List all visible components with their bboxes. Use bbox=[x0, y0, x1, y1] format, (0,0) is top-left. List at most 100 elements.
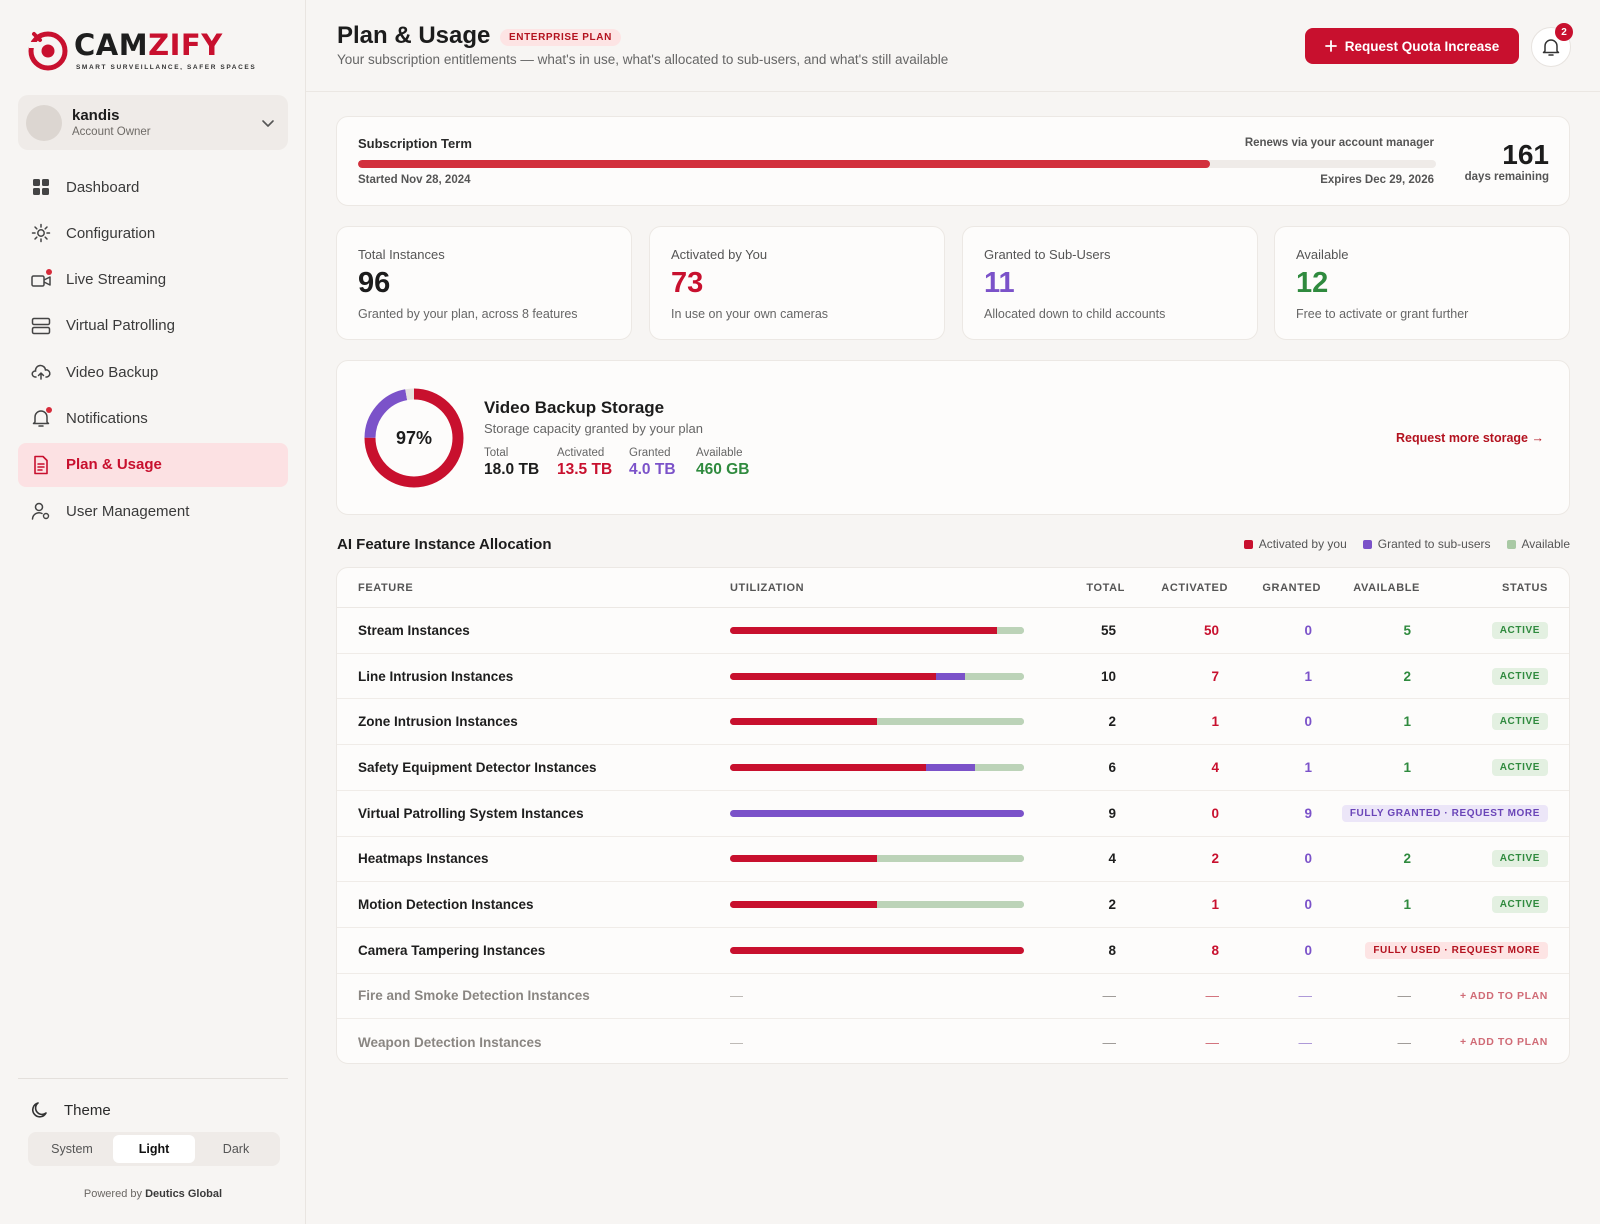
notification-count-badge: 2 bbox=[1555, 23, 1573, 41]
status-cell: ACTIVE bbox=[1491, 837, 1548, 882]
video-backup-storage-card: 97% Video Backup Storage Storage capacit… bbox=[336, 360, 1570, 515]
column-header-utilization[interactable]: UTILIZATION bbox=[730, 582, 805, 594]
camera-eye-logo-icon bbox=[28, 31, 68, 71]
column-header-total[interactable]: TOTAL bbox=[1086, 582, 1125, 594]
add-to-plan-link[interactable]: + ADD TO PLAN bbox=[1459, 989, 1548, 1002]
sidebar-item-video-backup[interactable]: Video Backup bbox=[18, 350, 288, 394]
bell-icon bbox=[1542, 39, 1560, 56]
utilization-cell bbox=[730, 882, 1024, 927]
total-value: 8 bbox=[1108, 942, 1116, 958]
sidebar-item-virtual-patrolling[interactable]: Virtual Patrolling bbox=[18, 304, 288, 348]
table-row[interactable]: Virtual Patrolling System Instances 9 0 … bbox=[337, 791, 1569, 837]
status-badge: ACTIVE bbox=[1491, 667, 1548, 685]
stat-value: 12 bbox=[1296, 267, 1329, 299]
page-title: Plan & Usage bbox=[337, 22, 491, 49]
theme-option-dark[interactable]: Dark bbox=[222, 1142, 250, 1156]
column-header-granted[interactable]: GRANTED bbox=[1262, 582, 1321, 594]
utilization-cell bbox=[730, 608, 1024, 653]
status-badge: FULLY GRANTED · REQUEST MORE bbox=[1341, 804, 1548, 822]
status-cell: FULLY USED · REQUEST MORE bbox=[1365, 928, 1548, 973]
sidebar-item-configuration[interactable]: Configuration bbox=[18, 211, 288, 255]
table-row[interactable]: Stream Instances 55 50 0 5 ACTIVE bbox=[337, 608, 1569, 654]
subscription-progress-track bbox=[358, 160, 1436, 168]
available-value: — bbox=[1397, 988, 1412, 1004]
activated-value: 0 bbox=[1211, 805, 1219, 821]
utilization-granted-segment bbox=[935, 672, 966, 680]
status-cell: FULLY GRANTED · REQUEST MORE bbox=[1341, 791, 1548, 836]
plus-icon bbox=[1324, 40, 1337, 52]
table-row[interactable]: Heatmaps Instances 4 2 0 2 ACTIVE bbox=[337, 837, 1569, 883]
status-cell: + ADD TO PLAN bbox=[1459, 1019, 1548, 1063]
utilization-granted-segment bbox=[926, 763, 975, 771]
utilization-available-segment bbox=[877, 718, 1024, 726]
utilization-bar bbox=[730, 809, 1024, 817]
utilization-activated-segment bbox=[730, 718, 877, 726]
stat-description: Free to activate or grant further bbox=[1296, 307, 1469, 321]
add-to-plan-link[interactable]: + ADD TO PLAN bbox=[1459, 1036, 1548, 1049]
account-switcher[interactable]: kandis Account Owner bbox=[18, 95, 288, 150]
sidebar-item-notifications[interactable]: Notifications bbox=[18, 396, 288, 440]
available-value: 5 bbox=[1403, 622, 1411, 638]
table-row[interactable]: Weapon Detection Instances — — — — — + A… bbox=[337, 1019, 1569, 1063]
utilization-cell: — bbox=[730, 1019, 1024, 1063]
table-row[interactable]: Line Intrusion Instances 10 7 1 2 ACTIVE bbox=[337, 654, 1569, 700]
stat-description: Allocated down to child accounts bbox=[984, 307, 1166, 321]
activated-value: — bbox=[1205, 988, 1220, 1004]
sidebar-divider bbox=[18, 1078, 288, 1079]
theme-option-light[interactable]: Light bbox=[113, 1135, 195, 1163]
table-row[interactable]: Fire and Smoke Detection Instances — — —… bbox=[337, 974, 1569, 1020]
table-row[interactable]: Zone Intrusion Instances 2 1 0 1 ACTIVE bbox=[337, 699, 1569, 746]
stat-description: In use on your own cameras bbox=[671, 307, 829, 321]
column-header-available[interactable]: AVAILABLE bbox=[1353, 582, 1420, 594]
notifications-button[interactable]: 2 bbox=[1531, 23, 1573, 67]
total-value: 10 bbox=[1100, 668, 1116, 684]
table-row[interactable]: Motion Detection Instances 2 1 0 1 ACTIV… bbox=[337, 882, 1569, 928]
request-quota-button[interactable]: Request Quota Increase bbox=[1305, 28, 1519, 64]
cloud-upload-icon bbox=[30, 361, 52, 383]
status-badge: ACTIVE bbox=[1491, 850, 1548, 868]
feature-name: Camera Tampering Instances bbox=[358, 942, 546, 958]
donut-available-segment bbox=[364, 388, 464, 488]
allocation-title: AI Feature Instance Allocation bbox=[337, 536, 552, 553]
table-row[interactable]: Camera Tampering Instances 8 8 0 0 FULLY… bbox=[337, 928, 1569, 974]
total-value: — bbox=[1102, 1034, 1117, 1050]
available-value: 2 bbox=[1403, 851, 1411, 867]
column-header-feature[interactable]: FEATURE bbox=[358, 582, 414, 594]
stat-card-granted: Granted to Sub-Users 11 Allocated down t… bbox=[962, 226, 1258, 340]
sidebar-item-live-streaming[interactable]: Live Streaming bbox=[18, 258, 288, 302]
theme-option-system[interactable]: System bbox=[51, 1142, 93, 1156]
sidebar-item-plan-usage[interactable]: Plan & Usage bbox=[18, 442, 288, 487]
total-value: — bbox=[1102, 988, 1117, 1004]
utilization-available-segment bbox=[877, 901, 1024, 909]
bell-icon bbox=[30, 407, 52, 429]
table-row[interactable]: Safety Equipment Detector Instances 6 4 … bbox=[337, 745, 1569, 791]
column-header-activated[interactable]: ACTIVATED bbox=[1161, 582, 1228, 594]
moon-icon bbox=[32, 1102, 47, 1118]
powered-by-link[interactable]: Deutics Global bbox=[145, 1188, 223, 1200]
table-header: FEATURE UTILIZATION TOTAL ACTIVATED GRAN… bbox=[337, 568, 1569, 608]
status-badge: FULLY USED · REQUEST MORE bbox=[1365, 941, 1548, 959]
activated-value: 8 bbox=[1211, 942, 1219, 958]
request-more-storage-link[interactable]: Request more storage → bbox=[1396, 431, 1544, 445]
feature-name: Motion Detection Instances bbox=[358, 897, 534, 913]
user-gear-icon bbox=[30, 500, 52, 522]
column-header-status[interactable]: STATUS bbox=[1502, 582, 1548, 594]
sidebar-item-label: Notifications bbox=[66, 409, 148, 427]
theme-switcher: System Light Dark bbox=[28, 1132, 280, 1166]
renewal-note: Renews via your account manager bbox=[1244, 137, 1434, 149]
available-value: 1 bbox=[1403, 897, 1411, 913]
sidebar-nav: Dashboard Configuration Live Streaming V… bbox=[18, 165, 288, 535]
status-cell: ACTIVE bbox=[1491, 882, 1548, 927]
status-cell: ACTIVE bbox=[1491, 699, 1548, 744]
granted-value: — bbox=[1298, 988, 1313, 1004]
sidebar-item-dashboard[interactable]: Dashboard bbox=[18, 165, 288, 209]
storage-percent: 97% bbox=[395, 427, 433, 448]
stat-label: Granted to Sub-Users bbox=[984, 247, 1111, 262]
utilization-bar bbox=[730, 901, 1024, 909]
granted-value: 1 bbox=[1304, 668, 1312, 684]
status-badge: ACTIVE bbox=[1491, 621, 1548, 639]
sidebar-item-user-management[interactable]: User Management bbox=[18, 489, 288, 533]
utilization-activated-segment bbox=[730, 626, 998, 634]
available-value: 2 bbox=[1403, 668, 1411, 684]
brand-logo[interactable]: CAMZIFY SMART SURVEILLANCE, SAFER SPACES bbox=[26, 28, 256, 72]
